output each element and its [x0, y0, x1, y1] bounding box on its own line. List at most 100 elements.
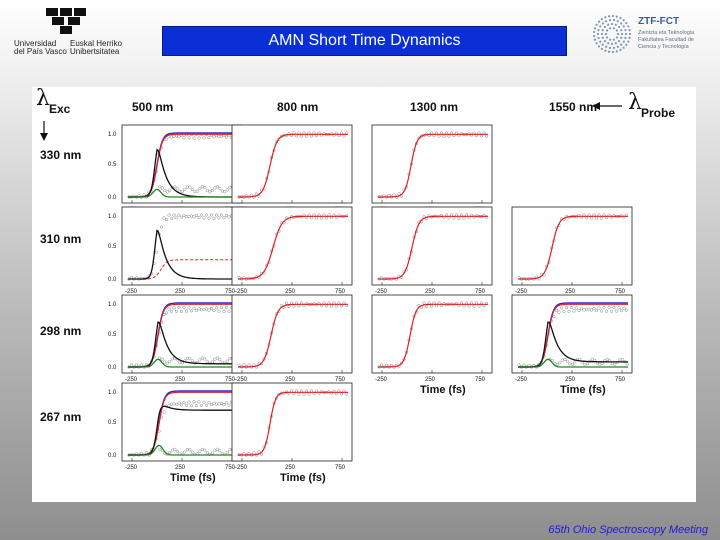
data-point — [609, 309, 614, 313]
lambda-probe-symbol: λ — [628, 90, 642, 115]
logo-dot — [615, 15, 618, 18]
logo-dot — [595, 42, 598, 45]
logo-dot — [612, 19, 616, 22]
logo-dot — [622, 40, 625, 43]
row-label: 310 nm — [40, 232, 81, 246]
logo-dot — [601, 36, 604, 39]
data-point — [215, 185, 219, 189]
logo-dot — [615, 50, 618, 53]
data-point — [624, 308, 629, 312]
y-tick-label: 0.5 — [108, 244, 117, 250]
plot-frame — [231, 382, 353, 462]
data-point — [224, 401, 229, 405]
logo-dot — [603, 25, 607, 29]
logo-dot — [625, 43, 628, 46]
data-point — [594, 308, 599, 313]
data-point — [213, 357, 217, 361]
x-tick-label: 750 — [615, 289, 626, 295]
data-point — [203, 357, 207, 361]
logo-dot — [614, 23, 617, 26]
y-tick-label: 0.0 — [108, 195, 117, 201]
data-point — [205, 188, 209, 192]
data-point — [210, 189, 214, 193]
data-point — [187, 136, 191, 140]
data-point — [204, 213, 209, 217]
data-point — [177, 305, 181, 310]
data-point — [207, 216, 211, 220]
data-point — [212, 309, 216, 313]
y-tick-label: 1.0 — [108, 214, 117, 220]
university-name-es: Universidad del País Vasco — [14, 39, 67, 56]
plot-frame — [121, 206, 243, 286]
logo-dot — [611, 50, 615, 54]
x-tick-label: 250 — [175, 465, 186, 471]
y-tick-label: 0.5 — [108, 162, 117, 168]
logo-dot — [608, 19, 612, 22]
logo-dot — [612, 27, 615, 30]
data-point — [604, 309, 609, 313]
logo-dot — [610, 42, 614, 46]
data-point — [207, 401, 211, 405]
green-fit-line — [128, 444, 238, 456]
data-point — [579, 307, 584, 311]
data-point — [577, 308, 581, 313]
data-point — [182, 135, 186, 139]
red-fit-line — [128, 259, 238, 280]
data-point — [622, 306, 626, 310]
row-label: 330 nm — [40, 148, 81, 162]
data-point — [557, 310, 561, 314]
data-point — [617, 306, 621, 310]
data-point — [207, 135, 211, 140]
data-point — [165, 190, 169, 194]
logo-dot — [625, 22, 628, 25]
data-point — [190, 188, 194, 192]
data-point — [182, 305, 186, 310]
x-tick-label: 750 — [335, 289, 346, 295]
data-point — [162, 410, 166, 414]
data-point — [179, 309, 184, 313]
data-point — [607, 305, 611, 310]
data-point — [227, 309, 231, 313]
data-point — [175, 187, 179, 191]
data-point — [177, 135, 181, 139]
logo-dot — [616, 20, 619, 23]
logo-dot — [606, 29, 609, 32]
logo-dot — [620, 22, 623, 25]
data-point — [573, 360, 577, 364]
y-tick-label: 0.5 — [108, 332, 117, 338]
data-point — [179, 403, 184, 407]
faculty-logo-name: ZTF-FCT — [638, 16, 680, 27]
data-point — [213, 186, 217, 190]
logo-dot — [615, 29, 618, 32]
data-point — [160, 357, 164, 361]
data-point — [225, 359, 229, 363]
plot-frame — [121, 124, 243, 204]
row-label: 267 nm — [40, 410, 81, 424]
y-tick-label: 0.0 — [108, 365, 117, 371]
data-point — [217, 309, 221, 313]
logo-dot — [593, 38, 597, 41]
data-point — [177, 401, 181, 405]
red-fit-line — [378, 215, 488, 280]
data-point — [208, 190, 212, 194]
logo-dot — [622, 46, 625, 49]
column-label: 500 nm — [132, 100, 173, 114]
data-point — [202, 400, 206, 404]
x-tick-label: 250 — [175, 377, 186, 383]
data-point — [192, 215, 196, 219]
faculty-logo-subtitle: Zientzia eta Teknologia Fakultatea Facul… — [638, 30, 695, 50]
x-tick-label: 250 — [285, 289, 296, 295]
column-label: 1300 nm — [410, 100, 458, 114]
logo-dot — [612, 46, 616, 49]
logo-dot — [628, 29, 631, 32]
data-point — [424, 304, 429, 309]
data-point — [188, 448, 192, 452]
x-axis-title: Time (fs) — [420, 384, 466, 396]
column-label: 1550 nm — [549, 100, 597, 114]
logo-dot — [612, 38, 615, 41]
data-point — [188, 356, 192, 360]
logo-dot — [609, 27, 612, 30]
data-point — [169, 309, 174, 313]
data-point — [218, 186, 222, 190]
logo-dot — [600, 32, 604, 36]
